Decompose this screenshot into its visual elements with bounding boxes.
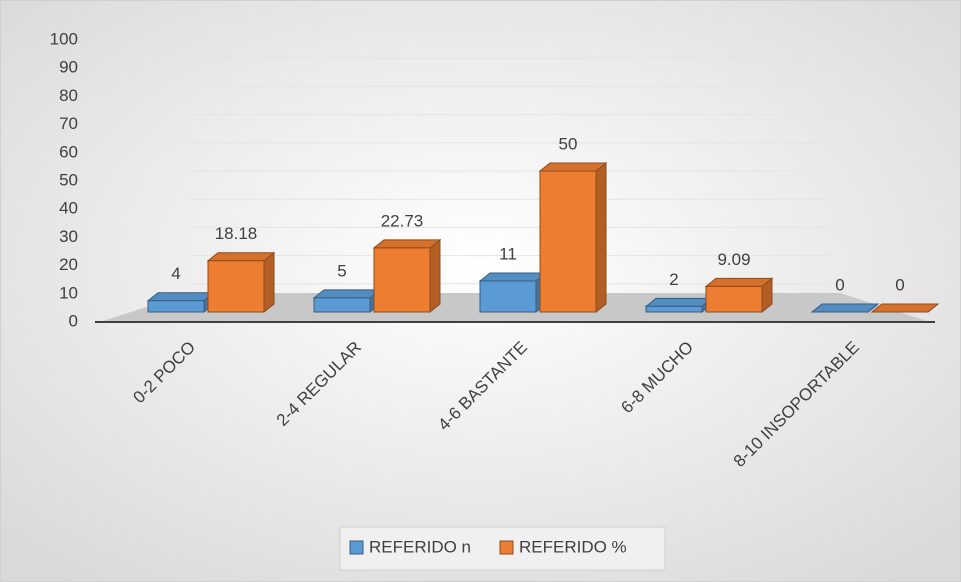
bar-front [539, 170, 597, 313]
y-tick-label: 70 [59, 114, 78, 133]
bar-top [704, 277, 774, 287]
bar-top [478, 272, 548, 282]
bar [644, 297, 714, 314]
bar [478, 271, 548, 314]
bar-top [312, 289, 382, 299]
bar [538, 161, 608, 314]
bar-front [645, 305, 703, 313]
bar-top [538, 162, 608, 172]
bar-side [595, 161, 607, 314]
data-label: 18.18 [215, 224, 258, 243]
bar-top [644, 297, 714, 307]
bar-front [479, 280, 537, 313]
y-tick-label: 10 [59, 283, 78, 302]
bar-top [870, 303, 940, 313]
bar-top [810, 303, 880, 313]
legend-label: REFERIDO n [369, 537, 471, 556]
bar-front [207, 260, 265, 313]
bar [312, 288, 382, 314]
data-label: 2 [669, 270, 678, 289]
y-tick-label: 60 [59, 142, 78, 161]
bar [146, 291, 216, 314]
bar-front [373, 247, 431, 313]
bar-top [206, 252, 276, 262]
bar-top [146, 292, 216, 302]
bar-top [372, 239, 442, 249]
data-label: 11 [499, 244, 517, 263]
y-tick-label: 0 [69, 311, 78, 330]
bar-side [263, 251, 275, 314]
y-tick-label: 30 [59, 227, 78, 246]
data-label: 5 [337, 261, 346, 280]
y-tick-label: 50 [59, 170, 78, 189]
y-tick-label: 40 [59, 199, 78, 218]
y-tick-label: 100 [50, 29, 78, 48]
data-label: 9.09 [717, 250, 750, 269]
data-label: 22.73 [381, 211, 424, 230]
data-label: 0 [835, 275, 844, 294]
y-tick-label: 90 [59, 58, 78, 77]
bar [372, 238, 442, 314]
bar-front [313, 297, 371, 313]
y-tick-label: 80 [59, 86, 78, 105]
bar-front [705, 285, 763, 313]
legend-swatch [499, 540, 514, 555]
bar-side [429, 238, 441, 314]
data-label: 50 [559, 134, 578, 153]
bar [704, 277, 774, 314]
legend-swatch [349, 540, 364, 555]
data-label: 4 [171, 264, 180, 283]
bar [870, 303, 940, 313]
legend-label: REFERIDO % [519, 537, 627, 556]
data-label: 0 [895, 275, 904, 294]
y-tick-label: 20 [59, 255, 78, 274]
bar [810, 303, 880, 313]
bar-front [147, 300, 205, 313]
bar [206, 251, 276, 314]
